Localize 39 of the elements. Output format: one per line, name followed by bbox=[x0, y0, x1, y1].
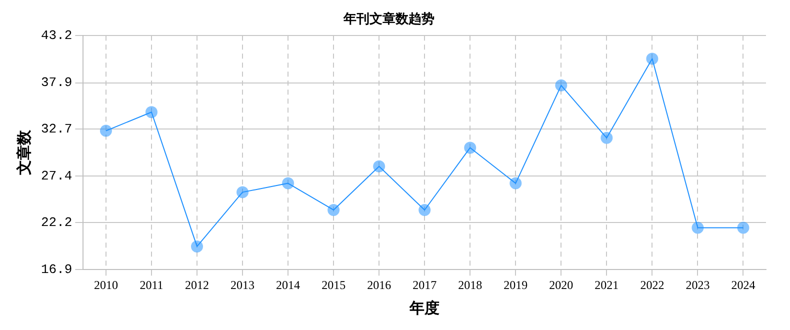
y-tick-label: 27.4 bbox=[40, 168, 72, 184]
point bbox=[737, 222, 750, 234]
y-tick-label: 22.2 bbox=[40, 214, 72, 230]
x-tick-label: 2014 bbox=[276, 278, 300, 292]
point bbox=[236, 186, 249, 198]
y-tick-label: 32.7 bbox=[40, 121, 72, 136]
point bbox=[282, 177, 294, 190]
point bbox=[510, 177, 522, 190]
point bbox=[418, 204, 431, 216]
point bbox=[373, 160, 386, 172]
x-tick-label: 2018 bbox=[458, 278, 482, 292]
x-tick-label: 2016 bbox=[367, 278, 392, 292]
point bbox=[191, 240, 204, 252]
y-axis-title: 文章数 bbox=[14, 129, 33, 176]
x-tick-label: 2017 bbox=[412, 278, 437, 292]
point bbox=[100, 124, 112, 137]
point bbox=[464, 142, 476, 154]
x-tick-label: 2019 bbox=[504, 278, 528, 292]
y-tick-label: 16.9 bbox=[40, 262, 72, 278]
x-axis-title: 年度 bbox=[408, 298, 440, 317]
x-tick-label: 2010 bbox=[94, 278, 118, 292]
x-tick-label: 2013 bbox=[230, 278, 255, 292]
x-tick-label: 2012 bbox=[185, 278, 210, 292]
x-tick-label: 2015 bbox=[322, 278, 346, 292]
point bbox=[555, 79, 568, 92]
x-tick-label: 2024 bbox=[731, 278, 756, 292]
y-tick-label: 37.9 bbox=[40, 75, 72, 90]
x-tick-label: 2021 bbox=[594, 278, 619, 292]
x-tick-label: 2022 bbox=[640, 278, 664, 292]
point bbox=[328, 204, 340, 216]
y-tick-label: 43.2 bbox=[40, 28, 72, 44]
chart-title: 年刊文章数趋势 bbox=[342, 11, 434, 26]
x-tick-label: 2020 bbox=[549, 278, 574, 292]
x-tick-label: 2023 bbox=[686, 278, 710, 292]
x-tick-label: 2011 bbox=[140, 278, 164, 292]
point bbox=[600, 132, 613, 144]
point bbox=[646, 52, 658, 65]
point bbox=[145, 106, 158, 118]
point bbox=[692, 222, 704, 234]
